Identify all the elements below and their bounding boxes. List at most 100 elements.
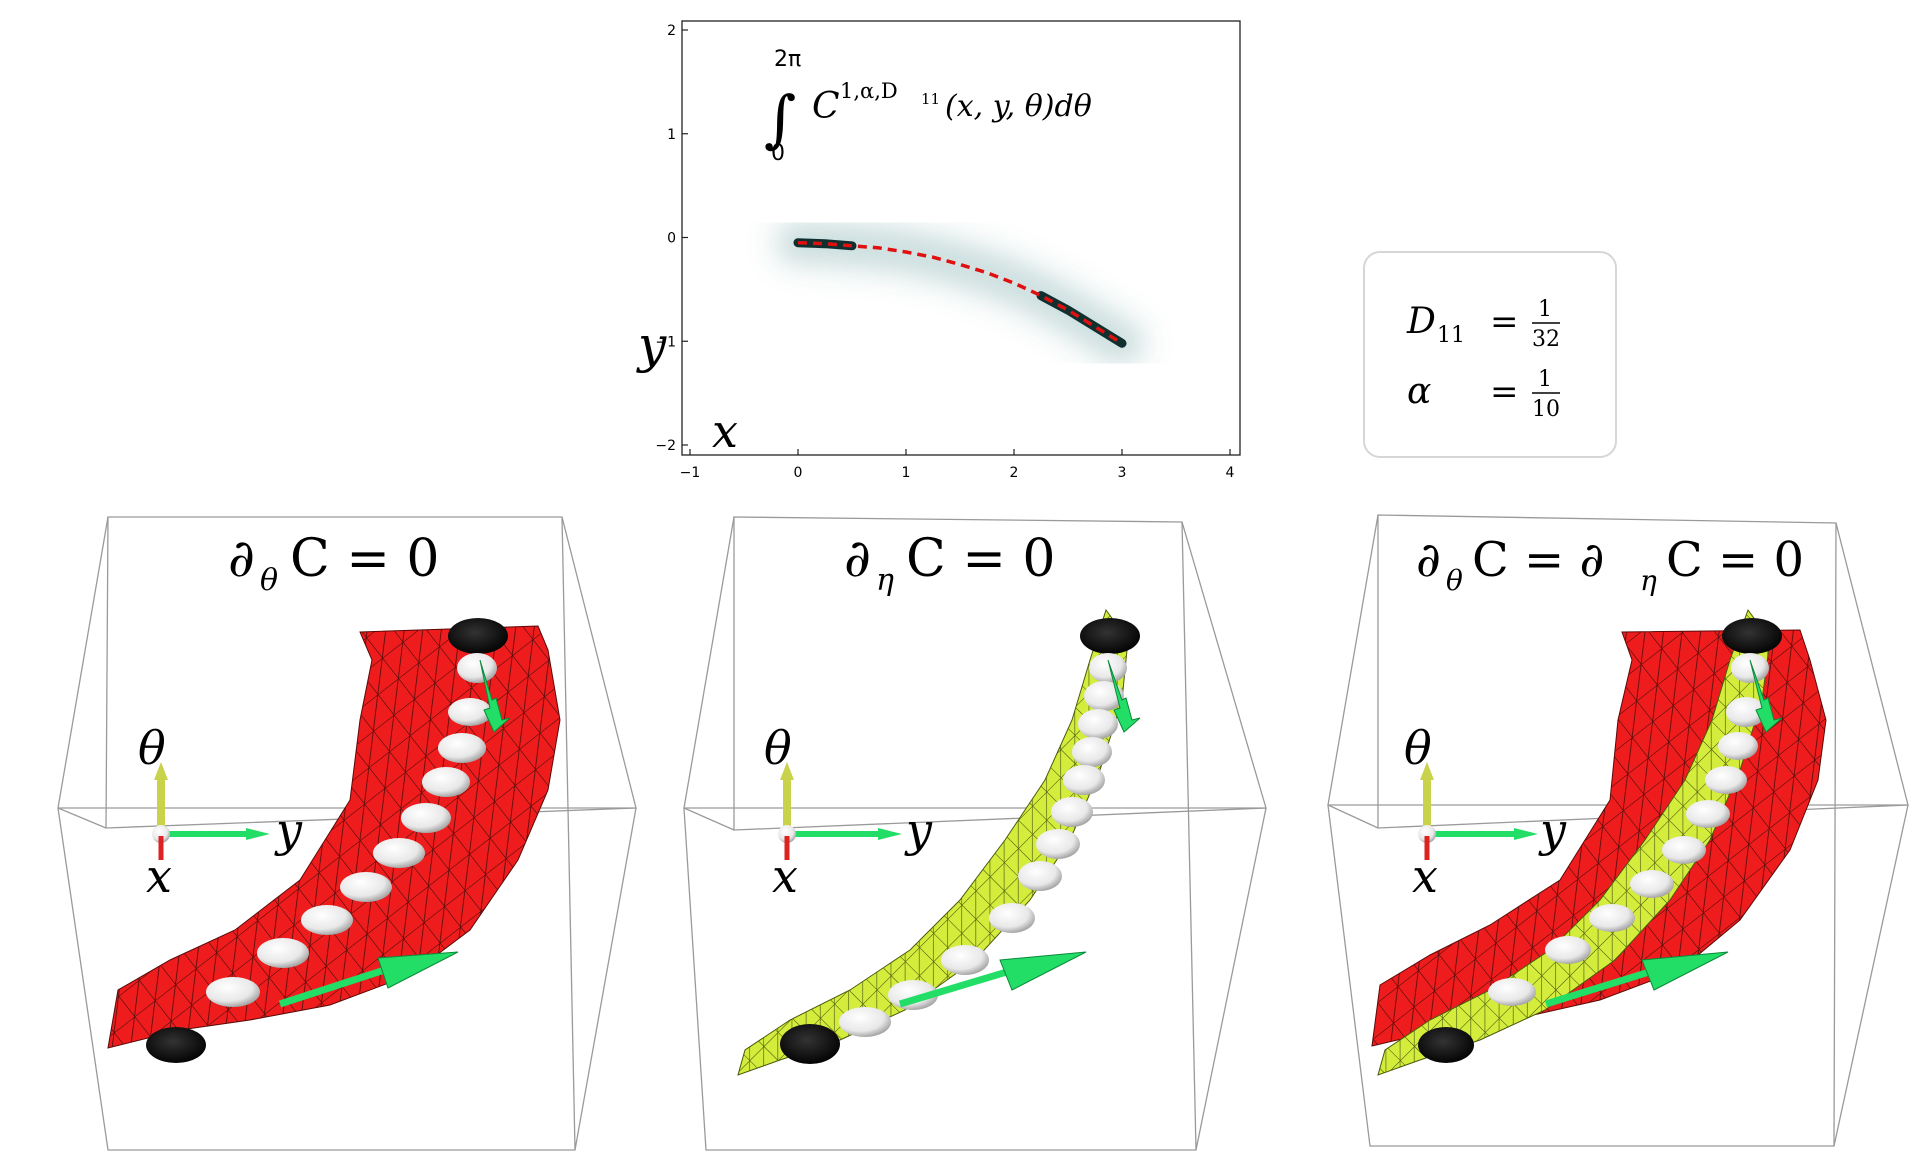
arrow-end-shaft [278,961,402,1008]
sphere [839,1007,891,1037]
panel-theta-eta-title-partial: ∂ [1416,532,1441,588]
y-ticks: 2 1 0 −1 −2 [655,23,688,454]
y-tick-label: 2 [667,23,676,39]
y-axis-label-3d: y [1538,803,1567,857]
sphere [301,905,353,935]
sphere [1078,709,1118,739]
param-alpha-denominator: 10 [1532,397,1560,422]
theta-axis-head [154,762,168,780]
panel-theta-title-partial: ∂ [228,529,255,589]
arrow-start [1749,659,1783,733]
direction-arrows [1544,659,1783,1008]
sphere-chain [146,618,508,1063]
y-tick-label: −2 [655,438,676,454]
y-axis-label-3d: y [904,803,933,857]
origin-sphere [152,825,170,843]
theta-axis-label: θ [764,721,792,775]
sphere [1084,681,1124,711]
arrow-start [1107,659,1141,733]
param-d-equals: = [1490,302,1519,342]
integral-sign: ∫ [764,82,796,155]
param-d-numerator: 1 [1538,297,1552,322]
arrow-end-head [999,951,1087,991]
sphere-end-black [780,1024,840,1064]
integrand-superscript: 1,α,D [840,79,898,103]
axis-triad: θ y x [138,721,303,903]
sphere [206,977,260,1007]
integrand-superscript-sub: 11 [921,90,940,108]
sphere [422,767,470,797]
arrow-end-head [377,951,459,989]
origin-sphere [1418,825,1436,843]
y-axis-label-3d: y [274,803,303,857]
parameter-box-frame [1363,251,1617,458]
sphere [1072,737,1112,767]
param-alpha-symbol: α [1407,371,1431,412]
panel-theta-eta-title-mid: C = ∂ [1472,532,1604,588]
panel-eta: ∂ η C = 0 [683,516,1267,1151]
red-surface [107,625,561,1049]
x-tick-label: 4 [1226,465,1235,481]
integral-formula: 2π ∫ 0 C 1,α,D 11 (x, y, θ)dθ [764,47,1092,166]
panel-theta-eta-title-sub: θ [1446,564,1463,597]
x-tick-label: 1 [902,465,911,481]
y-axis-head [1514,828,1538,840]
panel-theta-eta-title-sub2: η [1640,564,1657,597]
integral-upper-limit: 2π [774,47,801,72]
sphere [401,803,451,833]
y-axis-label: y [636,316,667,374]
theta-axis-head [1420,762,1434,780]
panel-eta-title-sub: η [876,563,894,598]
sphere [1589,904,1635,932]
sphere [1063,765,1105,795]
arrow-end-shaft [898,964,1022,1008]
sphere [989,903,1035,933]
sphere [457,653,497,683]
x-axis-label: x [712,404,738,458]
panel-theta-title-sub: θ [260,563,278,598]
x-axis-label-3d: x [1412,849,1438,903]
sphere [1488,978,1536,1006]
sphere [1705,766,1747,794]
param-d-symbol: D [1406,301,1436,342]
theta-axis-label: θ [138,721,166,775]
y-axis-head [246,828,270,840]
sphere [438,733,486,763]
panel-theta-eta: ∂ θ C = ∂ η C = 0 [1327,514,1909,1147]
direction-arrows [278,659,511,1008]
heatmap-frame [681,20,1241,456]
panel-theta-title-rest: C = 0 [290,529,440,589]
heatmap-plot: −1 0 1 2 3 4 210−1−2 y x 2π ∫ 0 C 1,α,D 11 (x… [636,20,1241,481]
sphere [1686,800,1730,828]
x-tick-label: 2 [1010,465,1019,481]
sphere-start-black [448,618,508,654]
x-tick-label: −1 [680,465,701,481]
sphere-end-black [1418,1027,1474,1063]
panel-theta: ∂ θ C = 0 [57,516,637,1151]
sphere [1662,836,1706,864]
x-ticks: −1 0 1 2 3 4 [680,449,1235,481]
param-alpha-equals: = [1490,372,1519,412]
panel-eta-title-rest: C = 0 [906,529,1056,589]
sphere-end-black [146,1027,206,1063]
sphere [1089,653,1127,683]
sphere [1036,829,1080,859]
x-axis-label-3d: x [146,849,172,903]
sphere-start-black [1080,618,1140,654]
axis-triad: θ y x [764,721,933,903]
sphere [1051,797,1093,827]
sphere [1726,697,1766,727]
parameter-box: D 11 = 1 32 α = 1 10 [1363,251,1617,458]
arrow-end-shaft [1544,964,1664,1008]
sphere [1630,870,1674,898]
panel-eta-box [683,516,1267,1151]
sphere-chain [780,618,1140,1064]
x-axis-label-3d: x [772,849,798,903]
sphere [373,838,425,868]
sphere [448,698,492,726]
panel-eta-title-partial: ∂ [844,529,871,589]
sphere [1718,732,1758,760]
sphere [257,938,309,968]
arrow-start [479,659,511,733]
